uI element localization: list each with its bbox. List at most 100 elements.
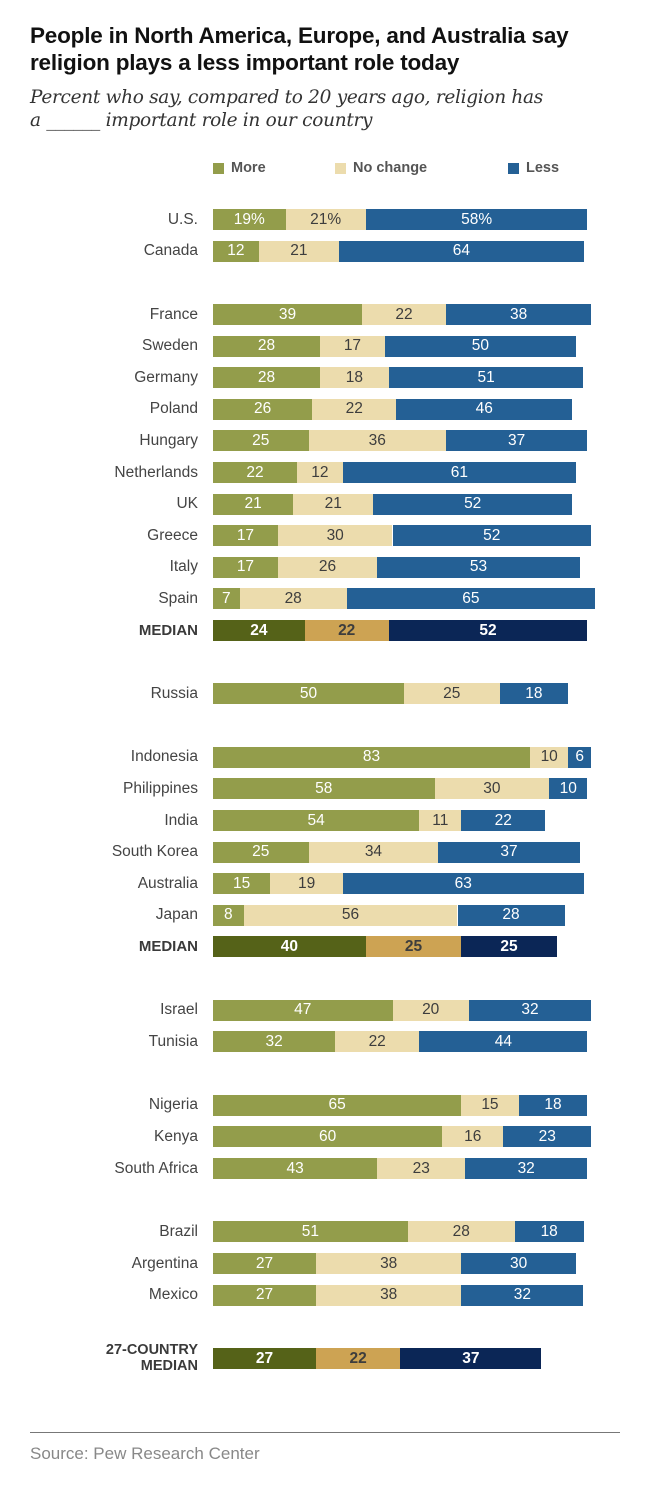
data-label: 39 xyxy=(278,305,297,323)
bar-segment-more-27-country-median: 27 xyxy=(213,1348,317,1369)
bar-segment-less-france: 38 xyxy=(446,304,592,325)
bar-segment-less-mexico: 32 xyxy=(461,1284,584,1306)
data-label: 25 xyxy=(252,431,270,449)
data-label: 11 xyxy=(432,811,449,829)
data-label: 58% xyxy=(461,210,493,228)
row-label-italy: Italy xyxy=(169,558,198,576)
row-label-philippines: Philippines xyxy=(123,779,198,797)
data-label: 21 xyxy=(244,495,262,513)
data-label: 17 xyxy=(343,337,362,355)
bar-segment-no-change-27-country-median: 22 xyxy=(316,1348,401,1369)
bar-segment-no-change-u-s-: 21% xyxy=(285,209,366,230)
data-label: 18 xyxy=(525,684,543,702)
legend-swatch-less xyxy=(508,162,519,174)
data-label: 40 xyxy=(280,937,299,955)
bar-segment-no-change-australia: 19 xyxy=(270,873,343,895)
row-label-indonesia: Indonesia xyxy=(130,748,198,766)
data-label: 25 xyxy=(500,937,518,955)
bar-segment-no-change-argentina: 38 xyxy=(316,1253,462,1274)
bar-segment-less-kenya: 23 xyxy=(503,1126,592,1148)
row-label-spain: Spain xyxy=(158,589,198,607)
row-label-india: India xyxy=(164,811,198,829)
data-label: 19 xyxy=(297,874,316,892)
data-label: 61 xyxy=(450,463,469,481)
bar-segment-more-israel: 47 xyxy=(213,999,393,1021)
bar-segment-less-sweden: 50 xyxy=(384,335,576,357)
data-label: 28 xyxy=(284,589,302,607)
row-label-israel: Israel xyxy=(160,1001,198,1019)
bar-segment-less-philippines: 10 xyxy=(549,778,588,800)
data-label: 65 xyxy=(328,1096,346,1114)
data-label: 47 xyxy=(294,1001,312,1019)
data-label: 23 xyxy=(538,1127,556,1145)
bar-segment-no-change-greece: 30 xyxy=(277,525,393,547)
row-label-australia: Australia xyxy=(137,874,198,892)
data-label: 6 xyxy=(575,748,585,766)
data-label: 52 xyxy=(483,526,501,544)
bar-segment-no-change-philippines: 30 xyxy=(434,778,550,800)
bar-segment-more-median: 24 xyxy=(213,620,305,641)
data-label: 32 xyxy=(517,1159,535,1177)
bar-segment-less-argentina: 30 xyxy=(461,1253,576,1274)
bar-segment-less-nigeria: 18 xyxy=(518,1094,588,1116)
bar-segment-less-tunisia: 44 xyxy=(419,1031,588,1053)
bar-segment-more-spain: 7 xyxy=(213,588,240,610)
bar-segment-more-south-korea: 25 xyxy=(213,841,309,863)
data-label: 25 xyxy=(404,937,423,955)
data-label: 32 xyxy=(265,1032,283,1050)
row-label-27-country-median-7: 27-COUNTRY MEDIAN xyxy=(106,1342,198,1374)
row-label-canada: Canada xyxy=(143,242,198,260)
data-label: 28 xyxy=(257,368,276,386)
bar-segment-more-france: 39 xyxy=(213,304,362,325)
data-label: 64 xyxy=(452,242,470,260)
row-label-france: France xyxy=(149,305,198,323)
row-label-brazil: Brazil xyxy=(159,1222,198,1240)
row-label-japan: Japan xyxy=(155,906,198,924)
data-label: 22 xyxy=(338,621,356,639)
bar-segment-more-argentina: 27 xyxy=(213,1253,317,1274)
data-label: 63 xyxy=(454,874,472,892)
bar-segment-less-uk: 52 xyxy=(373,493,572,515)
bar-segment-less-u-s-: 58% xyxy=(365,209,588,230)
bar-segment-more-philippines: 58 xyxy=(213,778,435,800)
bar-segment-less-south-korea: 37 xyxy=(438,841,580,863)
data-label: 17 xyxy=(236,526,255,544)
data-label: 28 xyxy=(452,1222,470,1240)
bar-segment-no-change-japan: 56 xyxy=(243,904,458,926)
bar-segment-more-india: 54 xyxy=(213,810,420,831)
data-label: 22 xyxy=(349,1349,367,1367)
data-label: 16 xyxy=(464,1127,482,1145)
data-label: 27 xyxy=(255,1286,274,1304)
data-label: 52 xyxy=(464,495,482,513)
row-label-poland: Poland xyxy=(149,400,198,418)
row-label-nigeria: Nigeria xyxy=(148,1096,198,1114)
data-label: 22 xyxy=(395,305,413,323)
bar-segment-less-italy: 53 xyxy=(377,556,580,578)
bar-segment-less-median: 52 xyxy=(388,620,588,641)
data-label: 10 xyxy=(540,748,558,766)
data-label: 34 xyxy=(364,843,383,861)
data-label: 44 xyxy=(494,1032,512,1050)
chart-title: People in North America, Europe, and Aus… xyxy=(30,23,569,75)
bar-segment-more-indonesia: 83 xyxy=(213,746,531,768)
data-label: 50 xyxy=(471,337,490,355)
bar-segment-no-change-median: 22 xyxy=(304,620,389,641)
bar-segment-no-change-spain: 28 xyxy=(239,588,347,610)
row-label-greece: Greece xyxy=(147,526,198,544)
bar-segment-more-russia: 50 xyxy=(213,683,404,705)
bar-segment-less-russia: 18 xyxy=(499,683,569,705)
bar-segment-no-change-uk: 21 xyxy=(293,493,374,515)
data-label: 27 xyxy=(255,1254,274,1272)
bar-segment-less-spain: 65 xyxy=(346,588,595,610)
source-note: Source: Pew Research Center xyxy=(30,1444,260,1463)
legend-item-more: More xyxy=(213,158,266,178)
data-label: 54 xyxy=(307,811,325,829)
bar-segment-less-south-africa: 32 xyxy=(465,1158,588,1179)
bar-segment-no-change-france: 22 xyxy=(362,304,446,325)
row-label-median-3: MEDIAN xyxy=(138,937,198,955)
footer-divider xyxy=(30,1432,620,1433)
data-label: 8 xyxy=(223,906,233,924)
row-label-tunisia: Tunisia xyxy=(148,1032,198,1050)
bar-segment-more-kenya: 60 xyxy=(213,1126,443,1148)
data-label: 32 xyxy=(521,1001,539,1019)
